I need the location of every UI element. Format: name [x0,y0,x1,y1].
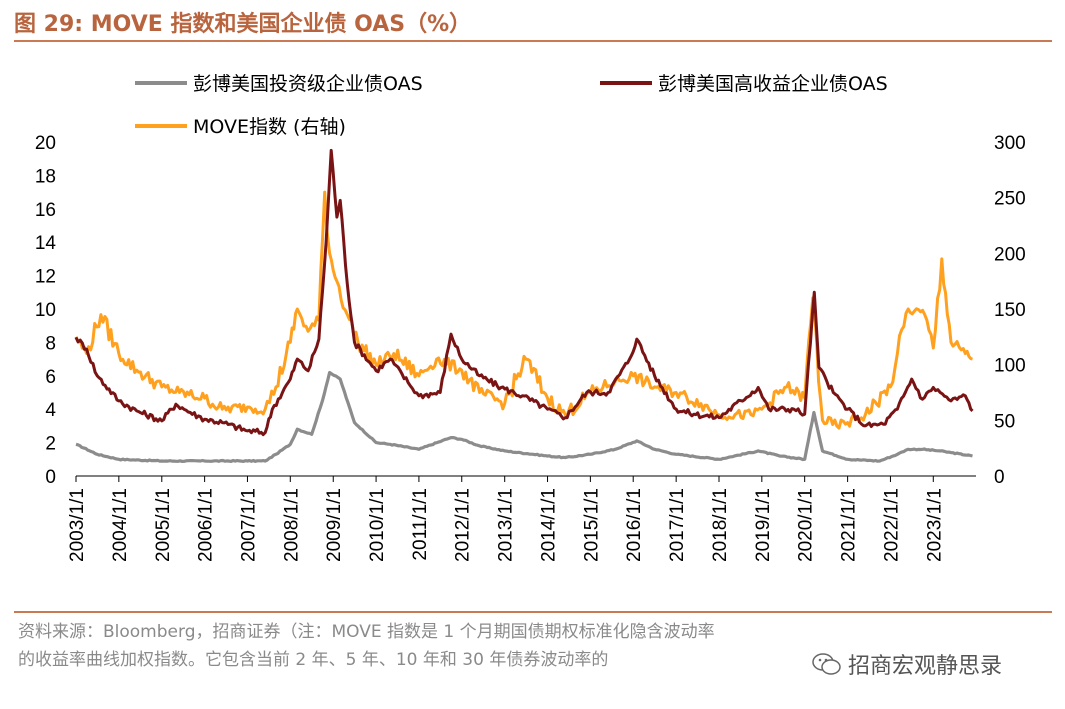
x-tick-label: 2003/1/1 [67,488,88,562]
x-tick-label: 2006/1/1 [196,488,217,562]
x-tick-label: 2017/1/1 [667,488,688,562]
left-tick-label: 8 [45,333,56,354]
x-tick-label: 2018/1/1 [710,488,731,562]
legend-label: MOVE指数 (右轴) [193,116,346,138]
watermark: 招商宏观静思录 [812,648,1002,680]
x-tick-label: 2021/1/1 [839,488,860,562]
legend-label: 彭博美国高收益企业债OAS [658,73,888,95]
source-note: 资料来源：Bloomberg，招商证券（注：MOVE 指数是 1 个月期国债期权… [18,618,1048,674]
right-tick-label: 0 [994,467,1005,488]
source-line-2: 的收益率曲线加权指数。它包含当前 2 年、5 年、10 年和 30 年债券波动率… [18,650,609,670]
right-tick-label: 250 [994,189,1026,210]
top-rule [14,40,1052,42]
right-tick-label: 300 [994,133,1026,154]
x-tick-label: 2011/1/1 [410,488,431,561]
series-line [74,148,974,437]
right-tick-label: 200 [994,244,1026,265]
x-tick-label: 2019/1/1 [753,488,774,562]
left-tick-label: 20 [35,133,56,154]
x-tick-label: 2007/1/1 [238,488,259,562]
right-tick-label: 50 [994,411,1015,432]
x-tick-label: 2023/1/1 [924,488,945,562]
chart: 024681012141618200501001502002503002003/… [35,73,1026,562]
watermark-text: 招商宏观静思录 [848,654,1003,679]
left-tick-label: 14 [35,233,57,254]
right-tick-label: 150 [994,300,1026,321]
right-tick-label: 100 [994,356,1026,377]
x-tick-label: 2010/1/1 [367,488,388,562]
x-tick-label: 2022/1/1 [881,488,902,562]
series-line [75,370,973,463]
left-tick-label: 2 [45,434,56,455]
left-tick-label: 6 [45,367,56,388]
x-tick-label: 2009/1/1 [324,488,345,562]
left-tick-label: 12 [35,267,56,288]
source-line-1: 资料来源：Bloomberg，招商证券（注：MOVE 指数是 1 个月期国债期权… [18,622,715,642]
legend-label: 彭博美国投资级企业债OAS [193,73,423,95]
x-tick-label: 2012/1/1 [453,488,474,562]
x-tick-label: 2015/1/1 [581,488,602,562]
figure-title: 图 29: MOVE 指数和美国企业债 OAS（%） [14,12,472,37]
x-tick-label: 2004/1/1 [110,488,131,562]
bottom-rule [14,611,1052,613]
x-tick-label: 2020/1/1 [796,488,817,562]
left-tick-label: 18 [35,166,56,187]
left-tick-label: 10 [35,300,56,321]
x-tick-label: 2016/1/1 [624,488,645,562]
left-tick-label: 4 [45,400,56,421]
x-tick-label: 2013/1/1 [496,488,517,562]
left-tick-label: 16 [35,200,56,221]
x-tick-label: 2005/1/1 [153,488,174,562]
x-tick-label: 2014/1/1 [539,488,560,562]
wechat-icon [812,653,841,675]
series-line [74,190,973,430]
x-tick-label: 2008/1/1 [281,488,302,562]
left-tick-label: 0 [45,467,56,488]
